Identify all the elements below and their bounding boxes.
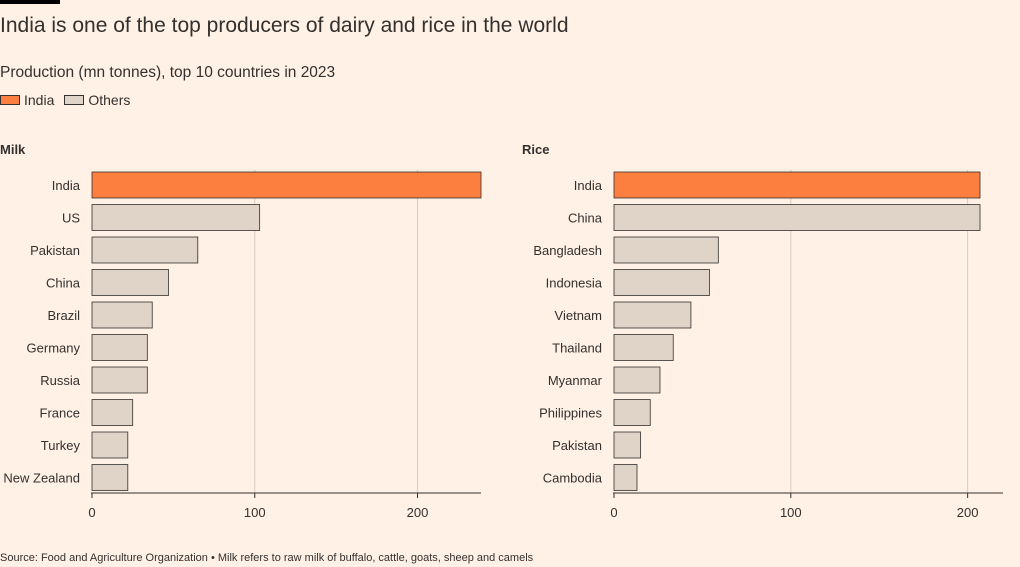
rice-tick-label: 200: [957, 505, 979, 520]
rice-panel-title: Rice: [522, 142, 550, 157]
rice-bar: [613, 269, 710, 296]
rice-category-label: Philippines: [539, 406, 602, 421]
rice-category-label: Thailand: [552, 341, 602, 356]
legend-swatch-india: [0, 95, 20, 105]
milk-bar: [91, 171, 482, 199]
rice-bar: [613, 464, 638, 491]
rice-bar: [613, 366, 661, 394]
milk-bar: [91, 334, 148, 361]
legend-item-others: Others: [64, 92, 130, 108]
chart-subtitle: Production (mn tonnes), top 10 countries…: [0, 64, 336, 81]
rice-category-label: Bangladesh: [533, 243, 602, 258]
rice-bar: [613, 334, 674, 361]
milk-category-label: Pakistan: [30, 243, 80, 258]
rice-bar: [613, 301, 692, 329]
milk-bar: [91, 236, 199, 264]
milk-category-label: France: [40, 406, 80, 421]
rice-tick-label: 100: [780, 505, 802, 520]
milk-bar: [91, 399, 134, 426]
milk-bar: [91, 366, 148, 394]
rice-bar: [613, 204, 981, 231]
milk-bar: [91, 464, 129, 491]
brand-bar: [0, 0, 60, 4]
milk-category-label: US: [62, 211, 80, 226]
rice-bar: [613, 236, 719, 264]
rice-bar: [613, 399, 651, 426]
rice-tick-label: 0: [610, 505, 617, 520]
rice-category-label: India: [574, 178, 603, 193]
milk-category-label: China: [46, 276, 81, 291]
legend: India Others: [0, 92, 140, 108]
milk-category-label: Turkey: [41, 438, 81, 453]
milk-category-label: New Zealand: [3, 471, 80, 486]
chart-title: India is one of the top producers of dai…: [0, 14, 569, 37]
rice-category-label: Myanmar: [548, 373, 603, 388]
rice-bar: [613, 171, 981, 199]
legend-item-india: India: [0, 92, 54, 108]
milk-category-label: India: [52, 178, 81, 193]
milk-category-label: Germany: [27, 341, 81, 356]
rice-category-label: Pakistan: [552, 438, 602, 453]
legend-label-india: India: [24, 92, 55, 108]
rice-category-label: China: [568, 211, 603, 226]
milk-tick-label: 0: [88, 505, 95, 520]
rice-category-label: Indonesia: [546, 276, 603, 291]
milk-category-label: Brazil: [47, 308, 80, 323]
source-note: Source: Food and Agriculture Organizatio…: [0, 552, 534, 564]
milk-bar: [91, 431, 129, 459]
milk-panel-title: Milk: [0, 142, 26, 157]
milk-category-label: Russia: [40, 373, 81, 388]
milk-bar: [91, 269, 169, 296]
legend-label-others: Others: [88, 92, 131, 108]
milk-bar: [91, 301, 153, 329]
milk-bar: [91, 204, 261, 231]
milk-tick-label: 100: [244, 505, 266, 520]
rice-bar: [613, 431, 641, 459]
rice-category-label: Cambodia: [543, 471, 603, 486]
legend-swatch-others: [64, 95, 85, 105]
milk-tick-label: 200: [407, 505, 429, 520]
rice-category-label: Vietnam: [555, 308, 602, 323]
